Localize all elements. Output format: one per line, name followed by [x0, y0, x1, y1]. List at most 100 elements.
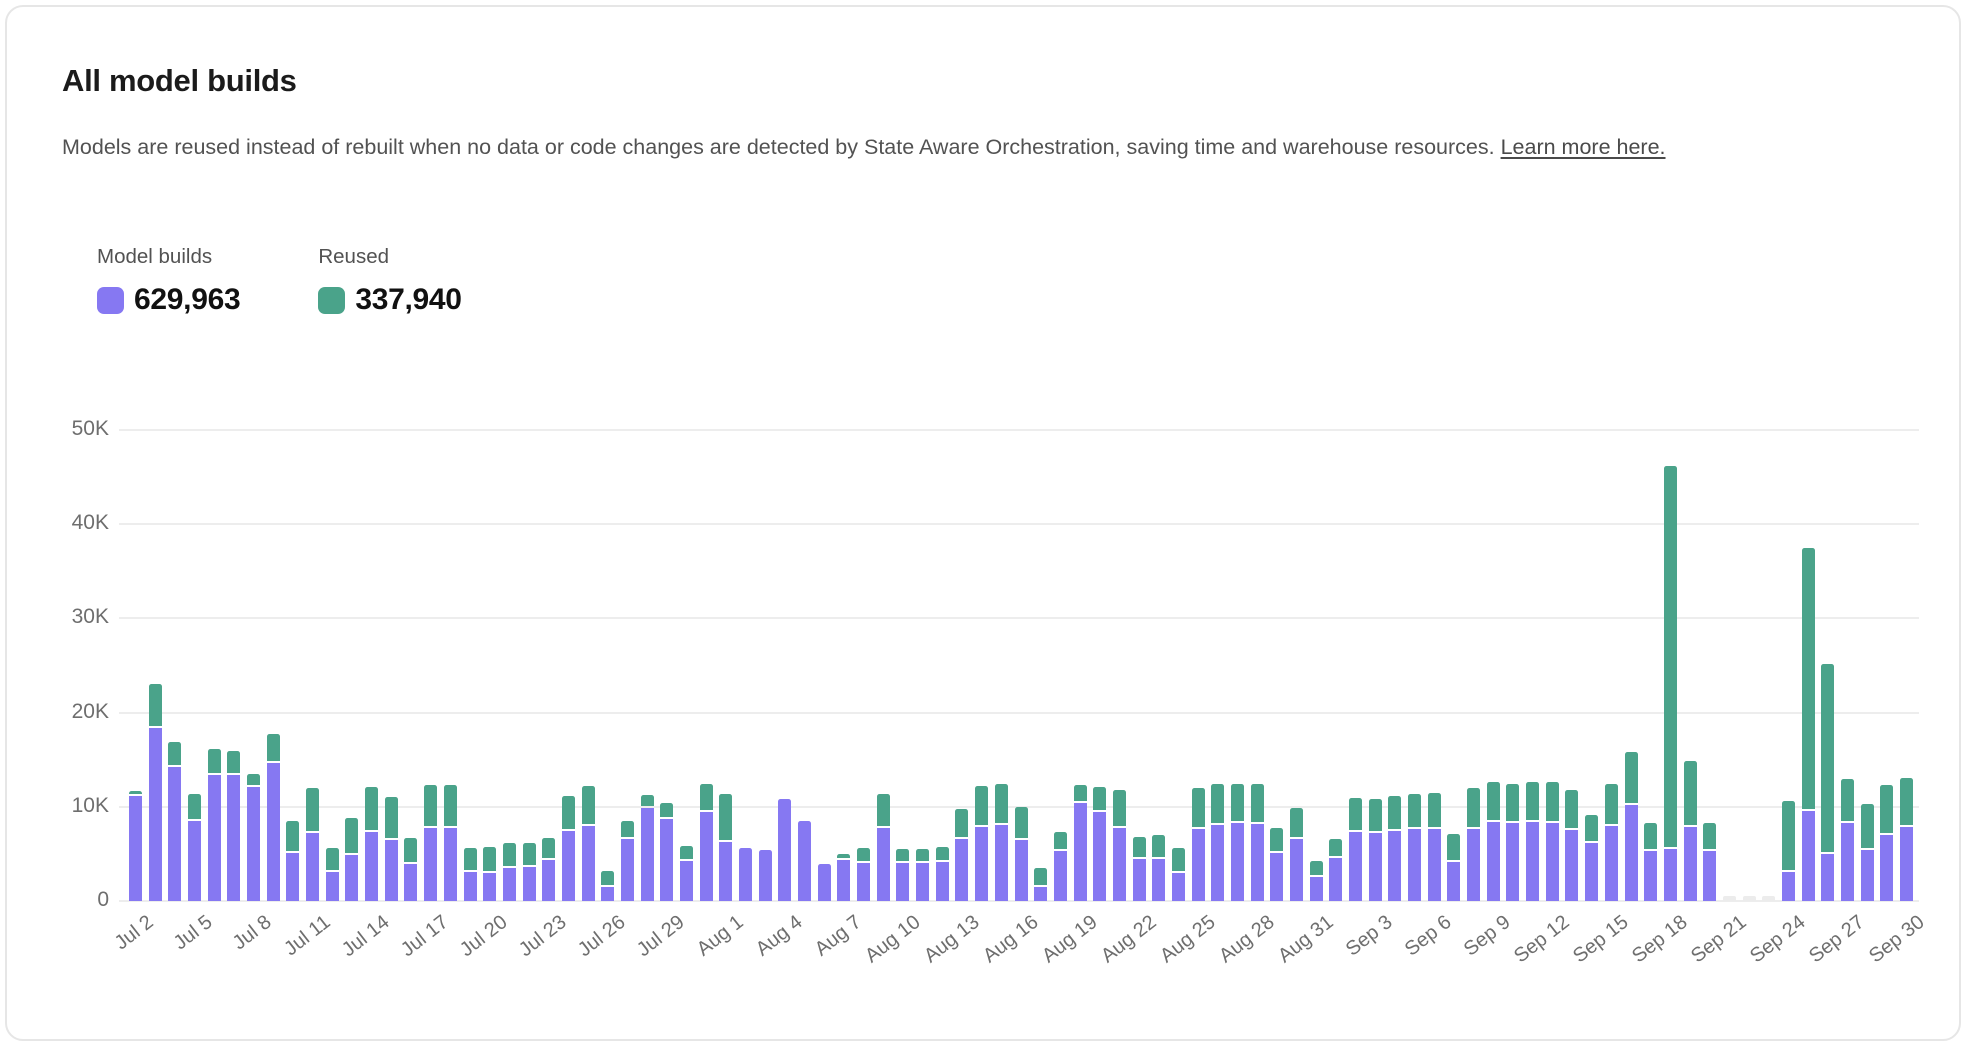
bar-sep-24[interactable] [1781, 430, 1795, 901]
reused-segment[interactable] [1014, 806, 1028, 838]
builds-segment[interactable] [1663, 849, 1677, 901]
builds-segment[interactable] [758, 850, 772, 901]
bar-sep-5[interactable] [1408, 430, 1422, 901]
builds-segment[interactable] [679, 860, 693, 901]
reused-segment[interactable] [1900, 778, 1913, 825]
builds-segment[interactable] [1447, 862, 1461, 901]
bar-aug-2[interactable] [739, 430, 752, 901]
bar-aug-14[interactable] [975, 430, 989, 901]
reused-segment[interactable] [1467, 787, 1481, 828]
builds-segment[interactable] [1349, 832, 1363, 901]
builds-segment[interactable] [1860, 850, 1874, 901]
builds-segment[interactable] [325, 871, 339, 901]
bar-jul-22[interactable] [522, 430, 536, 901]
bar-aug-5[interactable] [798, 430, 812, 901]
builds-segment[interactable] [207, 774, 221, 901]
reused-segment[interactable] [1840, 779, 1854, 821]
bar-jul-21[interactable] [502, 430, 516, 901]
reused-segment[interactable] [620, 820, 634, 837]
builds-segment[interactable] [955, 838, 969, 901]
bar-jul-26[interactable] [601, 430, 615, 901]
reused-segment[interactable] [679, 846, 693, 859]
builds-segment[interactable] [1270, 852, 1284, 901]
bar-jul-10[interactable] [286, 430, 300, 901]
reused-segment[interactable] [699, 784, 713, 811]
bar-jul-29[interactable] [660, 430, 674, 901]
builds-segment[interactable] [660, 819, 674, 901]
builds-segment[interactable] [424, 827, 438, 901]
reused-segment[interactable] [1349, 798, 1363, 831]
learn-more-link[interactable]: Learn more here. [1500, 135, 1666, 159]
bar-sep-15[interactable] [1604, 430, 1618, 901]
bar-jul-6[interactable] [207, 430, 221, 901]
reused-segment[interactable] [1703, 822, 1717, 850]
reused-segment[interactable] [345, 818, 359, 853]
reused-segment[interactable] [483, 847, 497, 871]
bar-jul-25[interactable] [581, 430, 595, 901]
builds-segment[interactable] [129, 795, 142, 901]
reused-segment[interactable] [994, 784, 1008, 823]
reused-segment[interactable] [1270, 828, 1284, 851]
bar-sep-23[interactable] [1762, 430, 1776, 901]
bar-aug-9[interactable] [876, 430, 890, 901]
bar-sep-18[interactable] [1663, 430, 1677, 901]
reused-segment[interactable] [286, 820, 300, 851]
reused-segment[interactable] [1604, 784, 1618, 824]
builds-segment[interactable] [778, 799, 792, 901]
legend-model-builds[interactable]: Model builds 629,963 [97, 245, 241, 317]
reused-segment[interactable] [1250, 784, 1264, 822]
bar-jul-4[interactable] [168, 430, 182, 901]
bar-aug-6[interactable] [817, 430, 831, 901]
builds-segment[interactable] [1840, 822, 1854, 901]
bar-sep-7[interactable] [1447, 430, 1461, 901]
bar-sep-21[interactable] [1722, 430, 1736, 901]
bar-aug-30[interactable] [1289, 430, 1303, 901]
bar-aug-11[interactable] [916, 430, 930, 901]
reused-segment[interactable] [1230, 784, 1244, 821]
bar-jul-7[interactable] [227, 430, 241, 901]
bar-sep-28[interactable] [1860, 430, 1874, 901]
builds-segment[interactable] [1624, 804, 1638, 901]
reused-segment[interactable] [1073, 785, 1087, 802]
bar-sep-26[interactable] [1821, 430, 1835, 901]
reused-segment[interactable] [522, 843, 536, 866]
reused-segment[interactable] [227, 751, 241, 773]
reused-segment[interactable] [266, 734, 280, 762]
builds-segment[interactable] [1703, 851, 1717, 901]
legend-reused[interactable]: Reused 337,940 [318, 245, 462, 317]
builds-segment[interactable] [1329, 857, 1343, 901]
builds-segment[interactable] [1683, 826, 1697, 901]
reused-segment[interactable] [542, 837, 556, 858]
bar-aug-24[interactable] [1171, 430, 1185, 901]
reused-segment[interactable] [247, 773, 261, 786]
builds-segment[interactable] [266, 763, 280, 901]
bar-sep-4[interactable] [1388, 430, 1402, 901]
reused-segment[interactable] [1152, 834, 1166, 857]
reused-segment[interactable] [896, 849, 910, 862]
reused-segment[interactable] [1408, 794, 1422, 828]
builds-segment[interactable] [1211, 824, 1225, 901]
builds-segment[interactable] [1309, 876, 1323, 901]
reused-segment[interactable] [168, 741, 182, 766]
bar-sep-10[interactable] [1506, 430, 1520, 901]
bar-sep-2[interactable] [1349, 430, 1363, 901]
reused-segment[interactable] [188, 793, 202, 819]
bar-jul-8[interactable] [247, 430, 261, 901]
builds-segment[interactable] [1801, 810, 1815, 901]
reused-segment[interactable] [207, 749, 221, 773]
bar-jul-24[interactable] [561, 430, 575, 901]
reused-segment[interactable] [1289, 807, 1303, 837]
reused-segment[interactable] [1663, 465, 1677, 848]
builds-segment[interactable] [994, 824, 1008, 901]
builds-segment[interactable] [286, 852, 300, 901]
bar-aug-13[interactable] [955, 430, 969, 901]
bar-aug-25[interactable] [1191, 430, 1205, 901]
reused-segment[interactable] [837, 853, 851, 858]
reused-segment[interactable] [561, 796, 575, 830]
builds-segment[interactable] [876, 828, 890, 901]
builds-segment[interactable] [1034, 886, 1048, 901]
builds-segment[interactable] [739, 848, 752, 901]
reused-segment[interactable] [1565, 789, 1579, 829]
bar-sep-20[interactable] [1703, 430, 1717, 901]
reused-segment[interactable] [640, 795, 654, 806]
